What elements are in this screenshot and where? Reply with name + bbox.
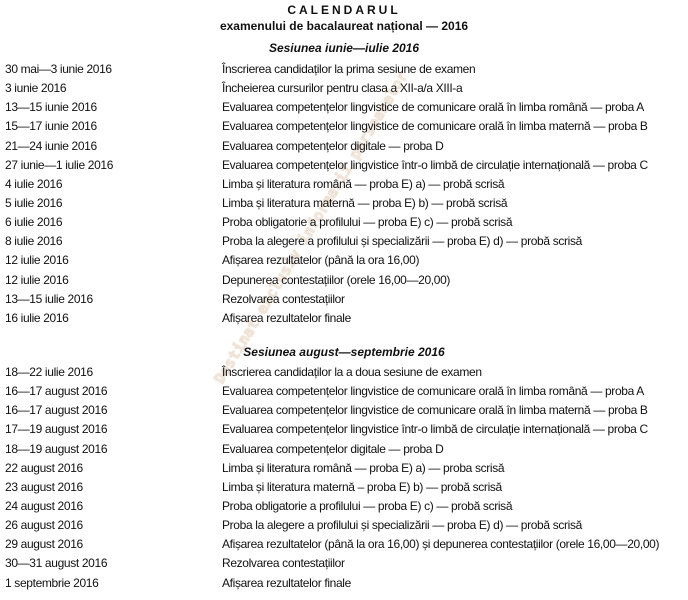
row-date: 16—17 august 2016 [5, 384, 108, 399]
schedule-row: 13—15 iulie 2016 Rezolvarea contestațiilo… [0, 291, 688, 310]
schedule-row: 21—24 iunie 2016 Evaluarea competențelor … [0, 138, 688, 157]
schedule-row: 8 iulie 2016 Proba la alegere a profilulu… [0, 233, 688, 252]
row-event: Limba și literatura română — proba E) a)… [222, 460, 505, 475]
row-event: Evaluarea competențelor lingvistice de c… [222, 403, 648, 418]
schedule-row: 3 iunie 2016 Încheierea cursurilor pentru… [0, 80, 688, 99]
schedule-row: 27 iunie—1 iulie 2016 Evaluarea competenț… [0, 157, 688, 176]
row-event: Afișarea rezultatelor (până la ora 16,00… [222, 537, 660, 552]
schedule-row: 30—31 august 2016 Rezolvarea contestațiil… [0, 555, 688, 574]
row-date: 12 iulie 2016 [5, 253, 69, 268]
row-date: 13—15 iunie 2016 [5, 100, 97, 115]
schedule-row: 29 august 2016 Afișarea rezultatelor (pân… [0, 536, 688, 555]
schedule-row: 16—17 august 2016 Evaluarea competențelor… [0, 383, 688, 402]
row-event: Înscrierea candidaților la prima sesiune… [222, 62, 476, 76]
row-date: 1 septembrie 2016 [5, 575, 99, 590]
row-event: Înscrierea candidaților la a doua sesiun… [222, 365, 482, 379]
row-date: 16 iulie 2016 [5, 310, 69, 325]
row-date: 23 august 2016 [5, 479, 83, 494]
row-event: Proba la alegere a profilului și special… [222, 518, 582, 533]
row-date: 30—31 august 2016 [5, 556, 108, 571]
schedule-row: 12 iulie 2016 Afișarea rezultatelor (până… [0, 252, 688, 271]
row-event: Limba și literatura română — proba E) a)… [222, 176, 505, 191]
session-1-schedule: 30 mai—3 iunie 2016 Înscrierea candidațil… [0, 61, 688, 329]
row-date: 26 august 2016 [5, 518, 83, 533]
row-event: Evaluarea competențelor digitale — proba… [222, 138, 444, 153]
schedule-row: 16 iulie 2016 Afișarea rezultatelor final… [0, 310, 688, 329]
row-event: Evaluarea competențelor lingvistice într… [222, 157, 648, 172]
row-date: 18—19 august 2016 [5, 441, 108, 456]
schedule-row: 26 august 2016 Proba la alegere a profilu… [0, 517, 688, 536]
schedule-row: 1 septembrie 2016 Afișarea rezultatelor f… [0, 575, 688, 594]
schedule-row: 15—17 iunie 2016 Evaluarea competențelor … [0, 118, 688, 137]
row-event: Evaluarea competențelor digitale — proba… [222, 441, 444, 456]
row-event: Evaluarea competențelor lingvistice de c… [222, 100, 644, 115]
row-event: Proba la alegere a profilului și special… [222, 234, 582, 249]
row-date: 18—22 iulie 2016 [5, 365, 93, 379]
row-date: 29 august 2016 [5, 537, 83, 552]
schedule-row: 23 august 2016 Limba și literatura matern… [0, 479, 688, 498]
schedule-row: 17—19 august 2016 Evaluarea competențelor… [0, 421, 688, 440]
row-date: 30 mai—3 iunie 2016 [5, 62, 112, 76]
row-date: 6 iulie 2016 [5, 215, 63, 230]
session-heading: Sesiunea iunie—iulie 2016 [268, 41, 420, 55]
row-date: 17—19 august 2016 [5, 422, 108, 437]
row-event: Limba și literatura maternă – proba E) b… [222, 479, 502, 494]
row-event: Rezolvarea contestațiilor [222, 556, 345, 571]
row-date: 5 iulie 2016 [5, 195, 63, 210]
row-event: Evaluarea competențelor lingvistice de c… [222, 384, 644, 399]
schedule-row: 5 iulie 2016 Limba și literatura maternă … [0, 195, 688, 214]
row-event: Rezolvarea contestațiilor [222, 291, 345, 306]
row-event: Afișarea rezultatelor finale [222, 310, 351, 325]
row-event: Încheierea cursurilor pentru clasa a XII… [222, 81, 463, 96]
schedule-row: 22 august 2016 Limba și literatura română… [0, 460, 688, 479]
schedule-row: 4 iulie 2016 Limba și literatura română —… [0, 176, 688, 195]
document-subtitle: examenului de bacalaureat național — 201… [219, 19, 469, 33]
row-event: Proba obligatorie a profilului — proba E… [222, 215, 513, 230]
row-event: Afișarea rezultatelor finale [222, 575, 351, 590]
schedule-row: 30 mai—3 iunie 2016 Înscrierea candidațil… [0, 61, 688, 80]
schedule-row: 16—17 august 2016 Evaluarea competențelor… [0, 402, 688, 421]
session-2-schedule: 18—22 iulie 2016 Înscrierea candidaților … [0, 364, 688, 594]
row-date: 21—24 iunie 2016 [5, 138, 97, 153]
schedule-row: 18—19 august 2016 Evaluarea competențelor… [0, 441, 688, 460]
row-event: Evaluarea competențelor lingvistice într… [222, 422, 648, 437]
document-title: CALENDARUL [287, 3, 401, 17]
schedule-row: 13—15 iunie 2016 Evaluarea competențelor … [0, 99, 688, 118]
row-event: Depunerea contestațiilor (orele 16,00—20… [222, 272, 451, 287]
row-date: 16—17 august 2016 [5, 403, 108, 418]
row-date: 24 august 2016 [5, 498, 83, 513]
schedule-row: 18—22 iulie 2016 Înscrierea candidaților … [0, 364, 688, 383]
row-event: Proba obligatorie a profilului — proba E… [222, 498, 513, 513]
row-event: Afișarea rezultatelor (până la ora 16,00… [222, 253, 420, 268]
session-heading: Sesiunea august—septembrie 2016 [243, 345, 445, 359]
schedule-row: 6 iulie 2016 Proba obligatorie a profilul… [0, 214, 688, 233]
schedule-row: 12 iulie 2016 Depunerea contestațiilor (o… [0, 272, 688, 291]
row-date: 22 august 2016 [5, 460, 83, 475]
row-date: 15—17 iunie 2016 [5, 119, 97, 134]
schedule-row: 24 august 2016 Proba obligatorie a profil… [0, 498, 688, 517]
row-date: 8 iulie 2016 [5, 234, 63, 249]
row-event: Limba și literatura maternă — proba E) b… [222, 195, 508, 210]
row-event: Evaluarea competențelor lingvistice de c… [222, 119, 648, 134]
row-date: 13—15 iulie 2016 [5, 291, 93, 306]
row-date: 3 iunie 2016 [5, 81, 67, 96]
row-date: 4 iulie 2016 [5, 176, 63, 191]
row-date: 12 iulie 2016 [5, 272, 69, 287]
row-date: 27 iunie—1 iulie 2016 [5, 157, 114, 172]
